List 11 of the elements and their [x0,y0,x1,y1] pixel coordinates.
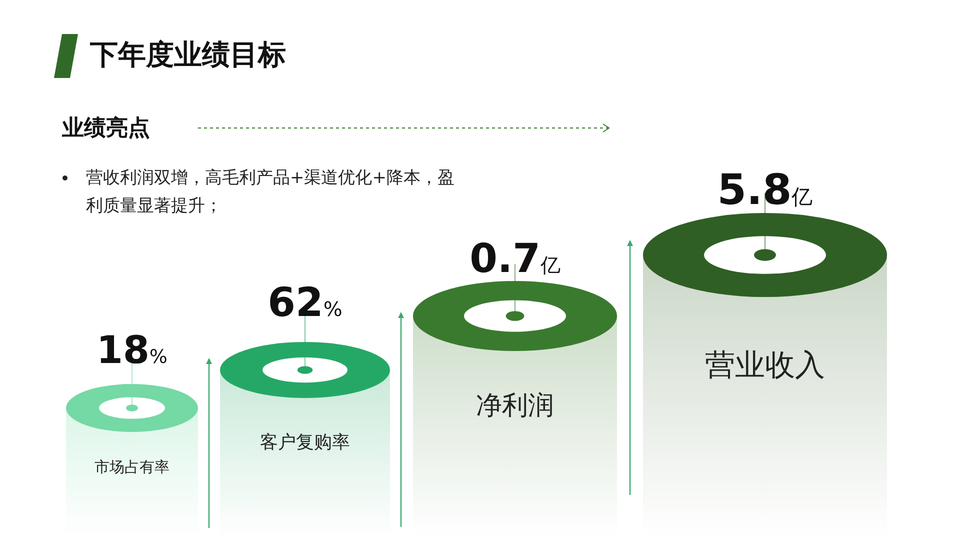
category-label: 营业收入 [705,347,825,385]
text: 业绩亮点 [62,114,150,143]
data-label: 18% [96,328,168,372]
data-label: 62% [268,280,342,326]
category-label: 市场占有率 [94,458,170,477]
category-label: 净利润 [476,390,554,423]
data-label: 0.7亿 [470,236,560,282]
text: 营收利润双增，高毛利产品+渠道优化+降本，盈利质量显著提升； [86,167,456,218]
text: 下年度业绩目标 [90,37,286,73]
category-label: 客户复购率 [260,431,350,454]
data-label: 5.8亿 [717,165,813,214]
